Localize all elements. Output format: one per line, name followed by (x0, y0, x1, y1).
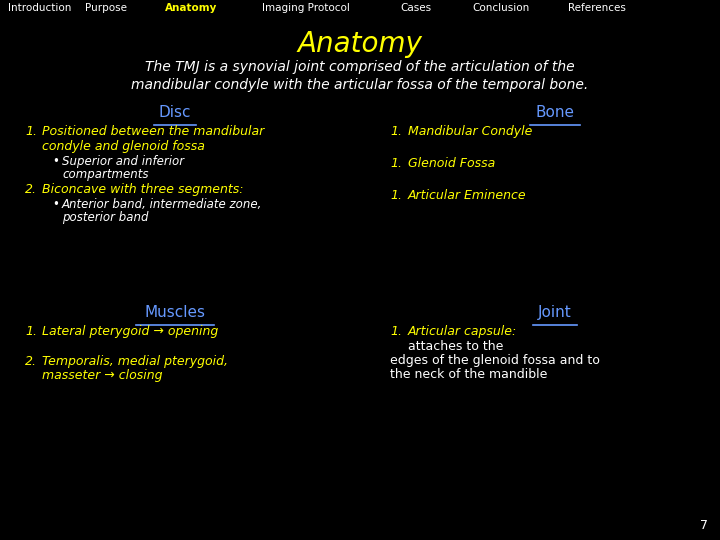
Text: edges of the glenoid fossa and to: edges of the glenoid fossa and to (390, 354, 600, 367)
Text: Lateral pterygoid → opening: Lateral pterygoid → opening (42, 325, 218, 338)
Text: masseter → closing: masseter → closing (42, 369, 163, 382)
Text: mandibular condyle with the articular fossa of the temporal bone.: mandibular condyle with the articular fo… (131, 78, 589, 92)
Text: Bone: Bone (536, 105, 575, 120)
Text: Anterior band, intermediate zone,: Anterior band, intermediate zone, (62, 198, 262, 211)
Text: condyle and glenoid fossa: condyle and glenoid fossa (42, 140, 205, 153)
Text: 2.: 2. (25, 355, 37, 368)
Text: The TMJ is a synovial joint comprised of the articulation of the: The TMJ is a synovial joint comprised of… (145, 60, 575, 74)
Text: Purpose: Purpose (85, 3, 127, 13)
Text: 1.: 1. (25, 125, 37, 138)
Text: Imaging Protocol: Imaging Protocol (262, 3, 350, 13)
Text: References: References (568, 3, 626, 13)
Text: •: • (52, 155, 59, 168)
Text: 1.: 1. (390, 189, 402, 202)
Text: Joint: Joint (538, 305, 572, 320)
Text: 7: 7 (700, 519, 708, 532)
Text: attaches to the: attaches to the (408, 340, 503, 353)
Text: Anatomy: Anatomy (297, 30, 423, 58)
Text: Muscles: Muscles (145, 305, 205, 320)
Text: posterior band: posterior band (62, 211, 148, 224)
Text: Positioned between the mandibular: Positioned between the mandibular (42, 125, 264, 138)
Text: Disc: Disc (158, 105, 192, 120)
Text: Introduction: Introduction (8, 3, 71, 13)
Text: Conclusion: Conclusion (472, 3, 529, 13)
Text: Mandibular Condyle: Mandibular Condyle (408, 125, 532, 138)
Text: Anatomy: Anatomy (165, 3, 217, 13)
Text: Superior and inferior: Superior and inferior (62, 155, 184, 168)
Text: compartments: compartments (62, 168, 148, 181)
Text: 1.: 1. (390, 125, 402, 138)
Text: 2.: 2. (25, 183, 37, 196)
Text: Cases: Cases (400, 3, 431, 13)
Text: Glenoid Fossa: Glenoid Fossa (408, 157, 495, 170)
Text: the neck of the mandible: the neck of the mandible (390, 368, 547, 381)
Text: Articular Eminence: Articular Eminence (408, 189, 526, 202)
Text: 1.: 1. (390, 157, 402, 170)
Text: •: • (52, 198, 59, 211)
Text: Articular capsule:: Articular capsule: (408, 325, 517, 338)
Text: Biconcave with three segments:: Biconcave with three segments: (42, 183, 243, 196)
Text: Temporalis, medial pterygoid,: Temporalis, medial pterygoid, (42, 355, 228, 368)
Text: 1.: 1. (390, 325, 402, 338)
Text: 1.: 1. (25, 325, 37, 338)
